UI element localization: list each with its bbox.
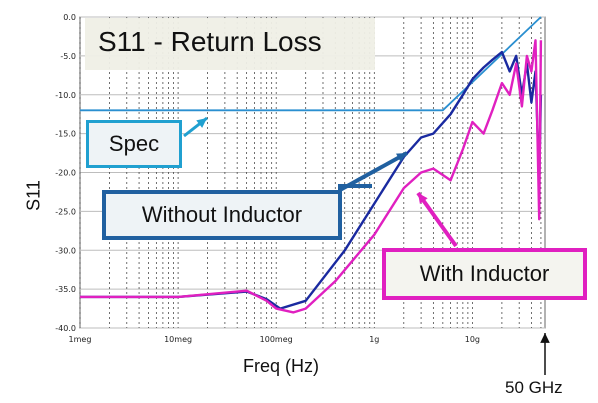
- legend-with-label: With Inductor: [419, 261, 550, 286]
- y-tick-labels: 0.0 -5.0 -10.0 -15.0 -20.0 -25.0 -30.0 -35.0 -40…: [55, 13, 76, 333]
- frequency-marker-label: 50 GHz: [505, 378, 563, 397]
- legend-with-inductor: With Inductor: [382, 248, 587, 300]
- y-tick-label: -15.0: [55, 130, 76, 139]
- spec-arrow-head: [196, 118, 207, 128]
- x-tick-labels: 1meg 10meg 100meg 1g 10g: [69, 335, 480, 344]
- ghz-marker-arrow-head: [540, 333, 550, 343]
- x-tick-label: 1meg: [69, 335, 92, 344]
- y-tick-label: -5.0: [60, 52, 76, 61]
- y-tick-label: -40.0: [55, 324, 76, 333]
- with-arrow-head: [418, 193, 428, 204]
- legend-spec: Spec: [86, 120, 182, 168]
- y-tick-label: -20.0: [55, 169, 76, 178]
- y-tick-label: -30.0: [55, 246, 76, 255]
- x-tick-label: 10g: [465, 335, 480, 344]
- y-tick-label: 0.0: [63, 13, 76, 22]
- legend-without-label: Without Inductor: [141, 202, 303, 227]
- y-tick-label: -35.0: [55, 285, 76, 294]
- y-tick-label: -25.0: [55, 207, 76, 216]
- x-tick-label: 1g: [369, 335, 379, 344]
- title-background: [85, 18, 375, 70]
- legend-without-inductor: Without Inductor: [102, 190, 342, 240]
- with-arrow-shaft: [416, 191, 458, 248]
- series-line-with-inductor: [80, 39, 543, 314]
- without-arrow-shaft: [339, 151, 408, 192]
- x-axis-label: Freq (Hz): [243, 356, 319, 376]
- series-line-spec: [80, 16, 542, 112]
- chart-title: S11 - Return Loss: [98, 26, 322, 57]
- x-tick-label: 100meg: [260, 335, 293, 344]
- y-axis-label: S11: [23, 180, 44, 211]
- series-lines: [80, 16, 543, 314]
- without-arrow-head: [396, 153, 407, 162]
- y-tick-label: -10.0: [55, 91, 76, 100]
- legend-spec-label: Spec: [108, 131, 160, 156]
- x-tick-label: 10meg: [164, 335, 192, 344]
